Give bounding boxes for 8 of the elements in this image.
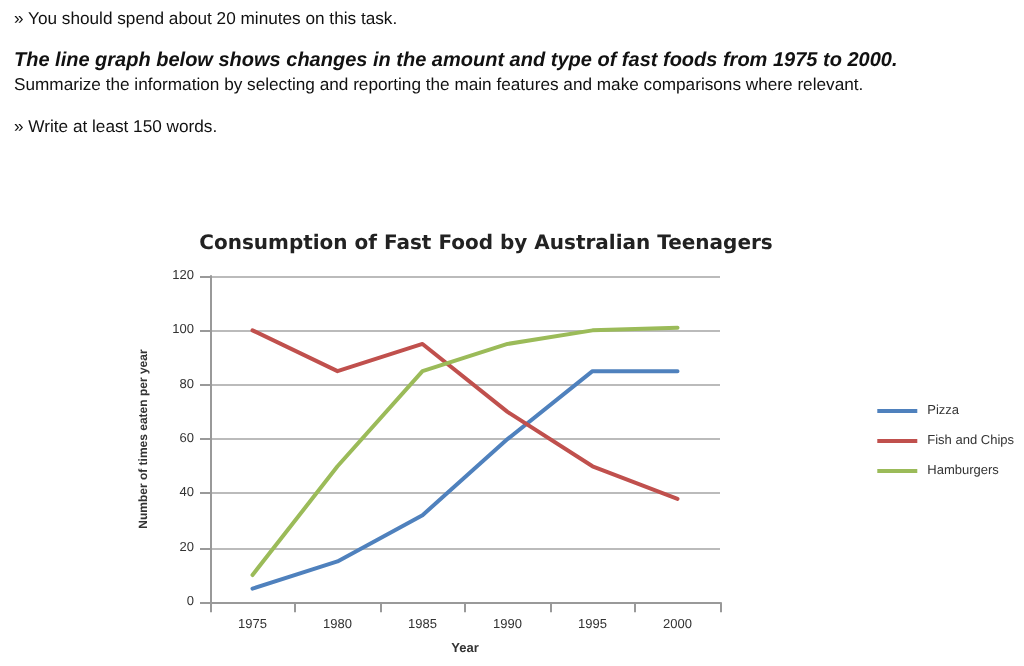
text: » You should spend about 20 minutes on this task. <box>14 8 400 30</box>
chart-title: Consumption of Fast Food by Australian Teenagers <box>199 233 773 255</box>
text: » Write at least 150 words. <box>14 116 220 138</box>
line-series <box>250 369 680 591</box>
line-series <box>250 325 680 578</box>
text: Summarize the information by selecting and reporting the main features and make comparisons where relevant. <box>14 74 866 96</box>
line-series <box>250 328 680 501</box>
text: The line graph below shows changes in the amount and type of fast foods from 1975 to 2000. <box>14 50 900 74</box>
